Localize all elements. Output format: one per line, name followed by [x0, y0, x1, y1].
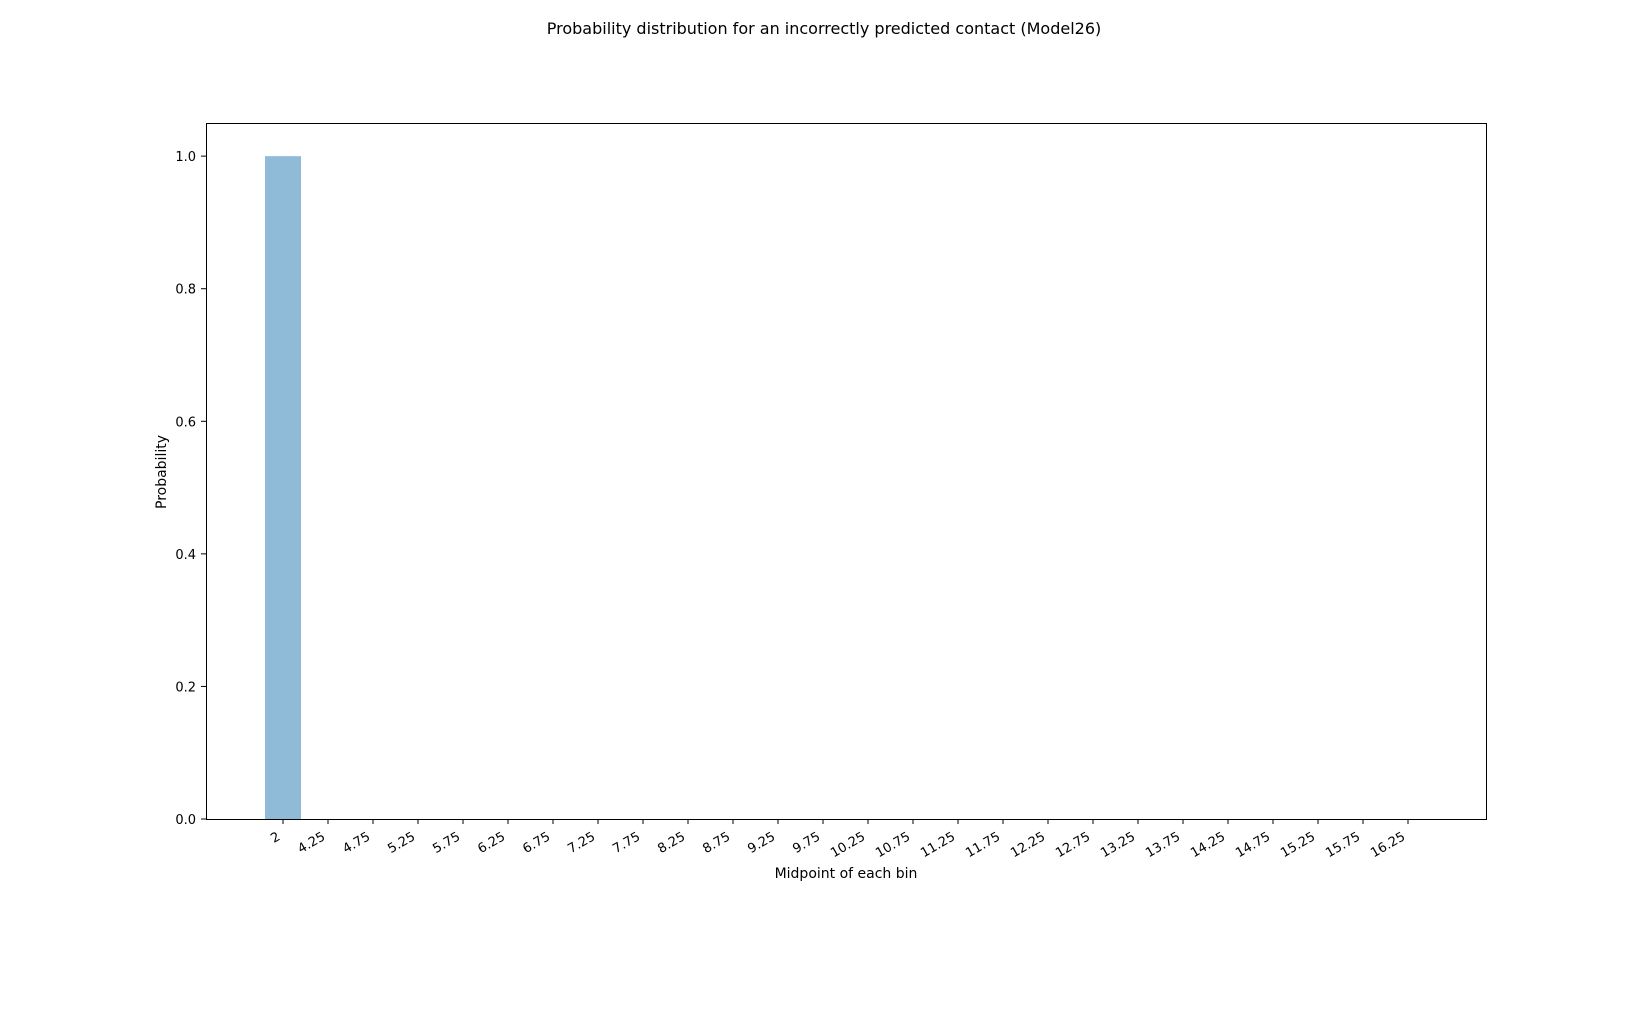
- y-tick-label: 1.0: [175, 150, 196, 165]
- x-tick-label: 10.25: [828, 829, 868, 861]
- x-tick-label: 16.25: [1368, 829, 1408, 861]
- y-tick-label: 0.2: [175, 680, 196, 695]
- bar-2: [265, 156, 301, 820]
- x-tick-label: 12.75: [1053, 829, 1093, 861]
- x-tick-label: 15.75: [1323, 829, 1363, 861]
- x-tick-label: 14.75: [1233, 829, 1273, 861]
- y-tick-label: 0.0: [175, 813, 196, 828]
- x-tick-label: 6.25: [475, 829, 508, 856]
- x-tick-label: 8.25: [655, 829, 688, 856]
- chart-title: Probability distribution for an incorrec…: [547, 19, 1101, 38]
- x-axis-label: Midpoint of each bin: [775, 866, 918, 882]
- plot-frame: [206, 123, 1487, 820]
- x-tick-label: 11.25: [918, 829, 958, 861]
- x-tick-label: 12.25: [1008, 829, 1048, 861]
- bars-layer: [265, 156, 301, 820]
- x-axis: 2 4.25 4.75 5.25 5.75 6.25 6.75 7.25 7.75 8.25 8.7…: [268, 819, 1409, 861]
- x-tick-label: 5.25: [385, 829, 418, 856]
- y-axis-label: Probability: [154, 435, 170, 509]
- x-tick-label: 9.25: [745, 829, 778, 856]
- x-tick-label: 2: [268, 829, 283, 846]
- x-tick-label: 4.75: [340, 829, 373, 856]
- x-tick-label: 13.75: [1143, 829, 1183, 861]
- y-axis: 0.0 0.2 0.4 0.6 0.8 1.0: [175, 150, 206, 828]
- x-tick-label: 7.25: [565, 829, 598, 856]
- x-tick-label: 10.75: [873, 829, 913, 861]
- x-tick-label: 9.75: [790, 829, 823, 856]
- y-tick-label: 0.4: [175, 548, 196, 563]
- x-tick-label: 6.75: [520, 829, 553, 856]
- x-tick-label: 5.75: [430, 829, 463, 856]
- x-tick-label: 7.75: [610, 829, 643, 856]
- x-tick-label: 11.75: [963, 829, 1003, 861]
- y-tick-label: 0.8: [175, 283, 196, 298]
- x-tick-label: 14.25: [1188, 829, 1228, 861]
- x-tick-label: 8.75: [700, 829, 733, 856]
- x-tick-label: 4.25: [295, 829, 328, 856]
- x-tick-label: 13.25: [1098, 829, 1138, 861]
- y-tick-label: 0.6: [175, 415, 196, 430]
- x-tick-label: 15.25: [1278, 829, 1318, 861]
